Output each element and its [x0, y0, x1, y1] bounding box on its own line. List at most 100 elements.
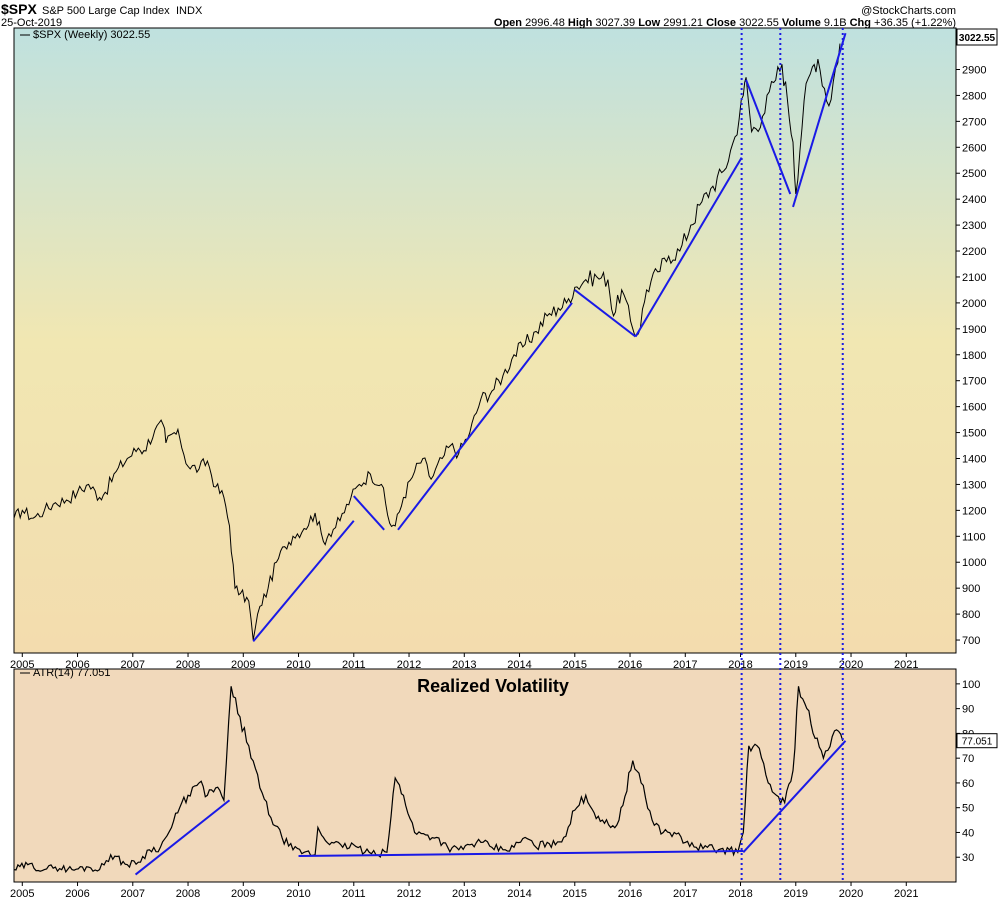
x-tick-label: 2006 — [65, 659, 89, 671]
x-tick-label: 2021 — [894, 659, 918, 671]
y-tick-label: 30 — [962, 852, 974, 864]
stat-label: High — [565, 17, 596, 29]
stat-label: Close — [703, 17, 739, 29]
y-tick-label: 2900 — [962, 64, 986, 76]
trendline — [574, 289, 637, 338]
atr-x-axis: 2005 2006 2007 2008 2009 2010 2011 2012 2013 2014… — [10, 882, 919, 900]
stat-label: Open — [494, 17, 525, 29]
y-tick-label: 2300 — [962, 220, 986, 232]
price-legend: $SPX (Weekly) 3022.55 — [33, 29, 150, 41]
y-tick-label: 2600 — [962, 142, 986, 154]
price-trendlines — [252, 32, 847, 642]
y-tick-label: 700 — [962, 635, 980, 647]
trendline — [745, 79, 792, 195]
x-tick-label: 2011 — [342, 888, 366, 900]
y-tick-label: 60 — [962, 778, 974, 790]
x-tick-label: 2020 — [839, 659, 863, 671]
atr-legend: ATR(14) 77.051 — [33, 667, 110, 679]
watermark-text: @StockCharts.com — [861, 5, 956, 17]
y-tick-label: 1400 — [962, 453, 986, 465]
x-tick-label: 2015 — [563, 888, 587, 900]
price-last-value-label: 3022.55 — [959, 33, 996, 44]
x-tick-label: 2010 — [286, 659, 310, 671]
x-tick-label: 2013 — [452, 888, 476, 900]
date-label: 25-Oct-2019 — [1, 17, 62, 29]
y-tick-label: 800 — [962, 609, 980, 621]
stat-value: 2991.21 — [663, 17, 703, 29]
trendline — [792, 32, 847, 208]
price-x-axis: 2005 2006 2007 2008 2009 2010 2011 2012 2013 2014… — [10, 653, 919, 671]
stat-value: 2996.48 — [525, 17, 565, 29]
atr-line — [13, 686, 844, 874]
x-tick-label: 2005 — [10, 659, 34, 671]
y-tick-label: 1800 — [962, 350, 986, 362]
x-tick-label: 2006 — [65, 888, 89, 900]
index-name-label: S&P 500 Large Cap Index — [42, 5, 170, 17]
symbol-label: $SPX — [1, 1, 37, 17]
y-tick-label: 1500 — [962, 428, 986, 440]
atr-last-value-box — [956, 733, 998, 749]
y-tick-label: 1100 — [962, 531, 986, 543]
x-tick-label: 2016 — [618, 888, 642, 900]
x-tick-label: 2014 — [507, 888, 531, 900]
price-panel: 700 800 900 1000 1100 1200 1300 1400 1500 1600 170… — [10, 27, 998, 671]
y-tick-label: 70 — [962, 753, 974, 765]
stat-label: Low — [635, 17, 663, 29]
y-tick-label: 2800 — [962, 90, 986, 102]
price-last-value-box — [956, 28, 998, 46]
y-tick-label: 1200 — [962, 505, 986, 517]
y-tick-label: 1300 — [962, 479, 986, 491]
x-tick-label: 2021 — [894, 888, 918, 900]
x-tick-label: 2012 — [397, 659, 421, 671]
atr-panel: 30405060708090100 2005200620072008200920… — [10, 667, 998, 900]
x-tick-label: 2011 — [342, 659, 366, 671]
stat-label: Volume — [779, 17, 824, 29]
x-tick-label: 2020 — [839, 888, 863, 900]
x-tick-label: 2007 — [121, 888, 145, 900]
y-tick-label: 1000 — [962, 557, 986, 569]
y-tick-label: 2200 — [962, 246, 986, 258]
exchange-label: INDX — [176, 5, 203, 17]
y-tick-label: 2400 — [962, 194, 986, 206]
y-tick-label: 900 — [962, 583, 980, 595]
spx-price-line — [13, 43, 841, 641]
y-tick-label: 1900 — [962, 324, 986, 336]
x-tick-label: 2013 — [452, 659, 476, 671]
ohlc-stats: Open 2996.48 High 3027.39 Low 2991.21 Cl… — [494, 17, 956, 29]
x-tick-label: 2014 — [507, 659, 531, 671]
y-tick-label: 1700 — [962, 376, 986, 388]
trendline — [252, 520, 355, 642]
x-tick-label: 2015 — [563, 659, 587, 671]
x-tick-label: 2018 — [728, 659, 752, 671]
price-panel-background — [13, 27, 957, 654]
stat-value: 3022.55 — [739, 17, 779, 29]
vertical-markers — [740, 28, 844, 882]
y-tick-label: 2100 — [962, 272, 986, 284]
x-tick-label: 2017 — [673, 659, 697, 671]
y-tick-label: 50 — [962, 803, 974, 815]
x-tick-label: 2008 — [176, 659, 200, 671]
atr-trendlines — [134, 740, 847, 876]
y-tick-label: 2500 — [962, 168, 986, 180]
y-tick-label: 2000 — [962, 298, 986, 310]
x-tick-label: 2017 — [673, 888, 697, 900]
x-tick-label: 2010 — [286, 888, 310, 900]
trendline — [353, 495, 385, 531]
x-tick-label: 2005 — [10, 888, 34, 900]
atr-last-value-label: 77.051 — [962, 737, 993, 748]
y-tick-label: 1600 — [962, 402, 986, 414]
x-tick-label: 2009 — [231, 888, 255, 900]
realized-volatility-title: Realized Volatility — [417, 676, 569, 696]
x-tick-label: 2019 — [784, 659, 808, 671]
stat-label: Chg — [847, 17, 875, 29]
trendline — [397, 302, 573, 531]
x-tick-label: 2012 — [397, 888, 421, 900]
x-tick-label: 2016 — [618, 659, 642, 671]
price-y-axis: 700 800 900 1000 1100 1200 1300 1400 1500 1600 170… — [956, 64, 986, 647]
y-tick-label: 40 — [962, 827, 974, 839]
atr-y-axis: 30405060708090100 — [956, 679, 980, 864]
x-tick-label: 2008 — [176, 888, 200, 900]
y-tick-label: 100 — [962, 679, 980, 691]
x-tick-label: 2009 — [231, 659, 255, 671]
